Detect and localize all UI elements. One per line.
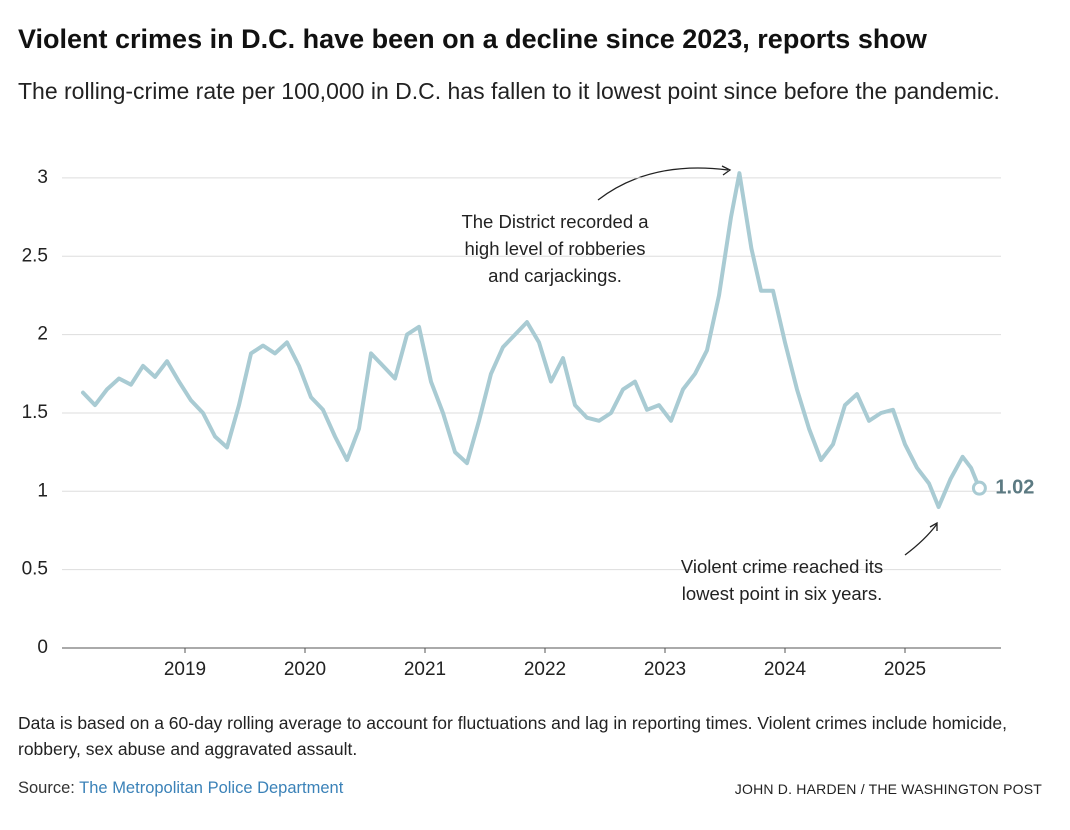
annotation-arrow [597, 167, 729, 201]
source: Source: The Metropolitan Police Departme… [18, 779, 343, 798]
source-label: Source: [18, 779, 75, 797]
x-tick-label: 2025 [884, 659, 926, 680]
y-tick-label: 0 [37, 637, 48, 658]
y-tick-label: 2 [37, 324, 48, 345]
source-link[interactable]: The Metropolitan Police Department [79, 779, 344, 797]
x-tick-label: 2021 [404, 659, 446, 680]
y-tick-label: 3 [37, 167, 48, 188]
credit: JOHN D. HARDEN / THE WASHINGTON POST [734, 781, 1042, 797]
x-tick-label: 2023 [644, 659, 686, 680]
y-tick-label: 2.5 [22, 245, 48, 266]
arrow-head [721, 165, 732, 176]
end-value-label: 1.02 [995, 476, 1034, 498]
annotation: The District recorded a [461, 211, 649, 232]
y-tick-label: 1 [37, 480, 48, 501]
x-tick-label: 2024 [764, 659, 807, 680]
y-tick-label: 0.5 [22, 559, 48, 580]
y-tick-label: 1.5 [22, 402, 48, 423]
x-tick-label: 2022 [524, 659, 566, 680]
end-marker [971, 480, 987, 496]
x-tick-label: 2020 [284, 659, 326, 680]
annotation: and carjackings. [488, 265, 622, 286]
chart-note: Data is based on a 60-day rolling averag… [18, 713, 1007, 759]
annotation: Violent crime reached its [681, 556, 883, 577]
annotation-arrow [904, 523, 938, 556]
arrow-head [929, 521, 938, 531]
data-line [81, 171, 982, 509]
x-tick-label: 2019 [164, 659, 206, 680]
chart: 0 0.5 1 1.5 2 2.5 3 2019 2020 2021 2022 2023 2024 202… [22, 165, 1034, 680]
annotation: high level of robberies [465, 238, 646, 259]
chart-title: Violent crimes in D.C. have been on a de… [18, 24, 927, 54]
chart-subtitle: The rolling-crime rate per 100,000 in D.… [18, 78, 1000, 104]
annotation: lowest point in six years. [682, 583, 883, 604]
